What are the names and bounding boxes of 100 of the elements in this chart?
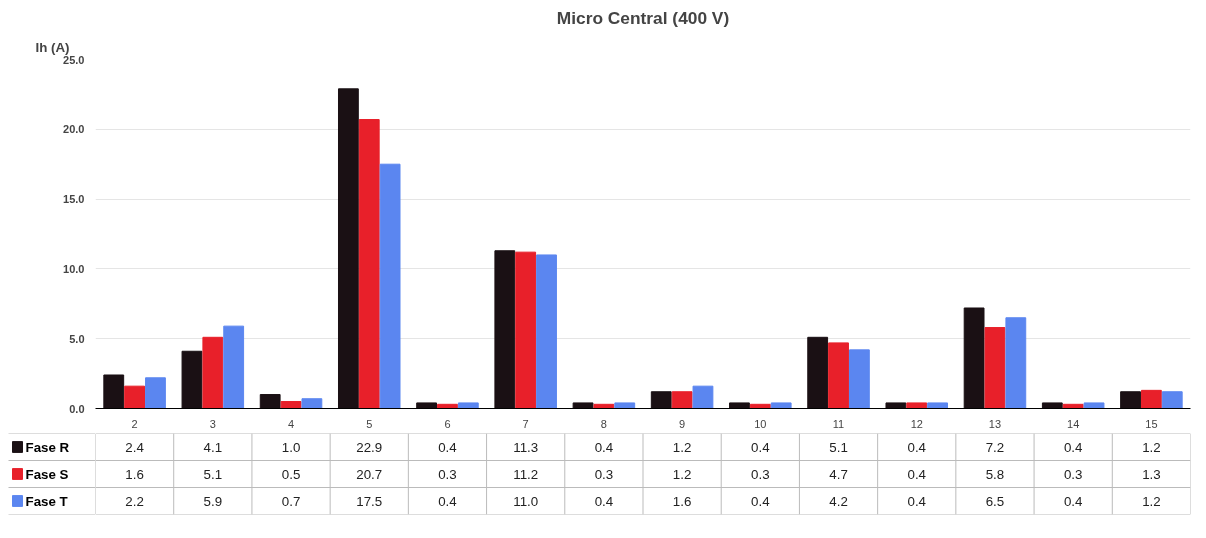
bar	[1161, 391, 1183, 409]
data-label: 0.5	[281, 466, 301, 482]
data-label: 0.4	[907, 493, 927, 509]
bar	[1120, 391, 1141, 409]
data-label: 20.7	[356, 466, 383, 482]
y-tick-label: 0.0	[69, 402, 85, 415]
x-tick-label: 12	[910, 417, 923, 430]
bar	[729, 402, 750, 409]
data-label: 0.4	[751, 493, 771, 509]
bar	[457, 402, 479, 409]
y-axis-title: Ih (A)	[35, 39, 70, 55]
chart-title: Micro Central (400 V)	[556, 7, 730, 28]
data-label: 5.9	[203, 493, 223, 509]
bar	[1083, 402, 1105, 409]
y-tick-label: 25.0	[63, 53, 85, 66]
data-label: 2.2	[125, 493, 144, 509]
bar	[770, 402, 792, 409]
bar	[280, 401, 302, 409]
bar	[181, 350, 203, 409]
bar	[572, 402, 594, 409]
bar	[1005, 317, 1027, 409]
data-label: 4.1	[203, 439, 223, 455]
x-tick-label: 3	[209, 417, 216, 430]
bar	[416, 402, 438, 409]
data-label: 5.1	[203, 466, 223, 482]
data-label: 1.2	[1142, 493, 1161, 509]
legend-label: Fase R	[25, 439, 70, 455]
x-tick-label: 7	[522, 417, 529, 430]
bar	[379, 163, 401, 409]
data-label: 0.4	[594, 493, 614, 509]
data-label: 5.8	[985, 466, 1005, 482]
bar	[848, 349, 870, 409]
y-tick-label: 5.0	[69, 332, 85, 345]
data-label: 11.2	[513, 466, 539, 482]
legend-label: Fase T	[25, 493, 68, 509]
bar	[145, 377, 166, 409]
bar	[103, 374, 125, 409]
x-tick-label: 14	[1067, 417, 1080, 430]
data-label: 17.5	[356, 493, 383, 509]
bar	[358, 119, 380, 409]
data-label: 0.3	[594, 466, 614, 482]
x-tick-label: 5	[366, 417, 373, 430]
data-label: 1.6	[125, 466, 144, 482]
data-label: 1.0	[281, 439, 301, 455]
data-label: 4.7	[829, 466, 848, 482]
bar	[614, 402, 636, 409]
data-label: 0.4	[438, 493, 458, 509]
bar	[1041, 402, 1063, 409]
bar	[337, 88, 359, 409]
bar	[223, 325, 245, 409]
bar	[536, 254, 557, 409]
x-tick-label: 2	[131, 417, 138, 430]
x-tick-label: 15	[1145, 417, 1158, 430]
data-label: 6.5	[985, 493, 1005, 509]
data-label: 1.3	[1142, 466, 1161, 482]
data-label: 0.4	[1063, 439, 1084, 455]
data-label: 0.4	[1063, 493, 1084, 509]
data-label: 7.2	[985, 439, 1005, 455]
bar	[202, 336, 224, 409]
x-tick-label: 9	[679, 417, 686, 430]
bar	[885, 402, 907, 409]
data-label: 0.4	[907, 466, 927, 482]
data-label: 11.3	[513, 439, 539, 455]
bar	[828, 342, 849, 409]
y-tick-label: 15.0	[63, 193, 85, 206]
bar	[650, 391, 672, 409]
bar	[259, 394, 281, 409]
x-tick-label: 13	[988, 417, 1002, 430]
bar	[494, 250, 516, 409]
data-label: 0.4	[751, 439, 771, 455]
data-label: 1.2	[672, 466, 692, 482]
data-label: 0.4	[907, 439, 927, 455]
bar	[301, 398, 323, 409]
bar	[1140, 389, 1162, 409]
data-label: 0.4	[438, 439, 458, 455]
data-label: 0.3	[751, 466, 770, 482]
x-tick-label: 6	[444, 417, 451, 430]
y-tick-label: 20.0	[63, 123, 85, 136]
data-label: 0.7	[281, 493, 301, 509]
y-tick-label: 10.0	[63, 262, 85, 275]
data-label: 1.6	[672, 493, 692, 509]
bar	[927, 402, 949, 409]
x-tick-label: 4	[287, 417, 295, 430]
x-tick-label: 10	[754, 417, 767, 430]
data-label: 11.0	[513, 493, 539, 509]
bar	[692, 385, 714, 409]
bar	[515, 251, 537, 409]
data-label: 22.9	[356, 439, 383, 455]
bar	[807, 336, 829, 409]
bar	[984, 327, 1006, 409]
x-tick-label: 11	[832, 417, 845, 430]
data-label: 4.2	[829, 493, 848, 509]
data-label: 0.4	[594, 439, 614, 455]
data-label: 5.1	[829, 439, 848, 455]
data-label: 2.4	[125, 439, 145, 455]
bar	[671, 391, 693, 409]
bar	[906, 402, 928, 409]
data-label: 1.2	[672, 439, 692, 455]
bar	[963, 307, 985, 409]
bar	[124, 385, 146, 409]
